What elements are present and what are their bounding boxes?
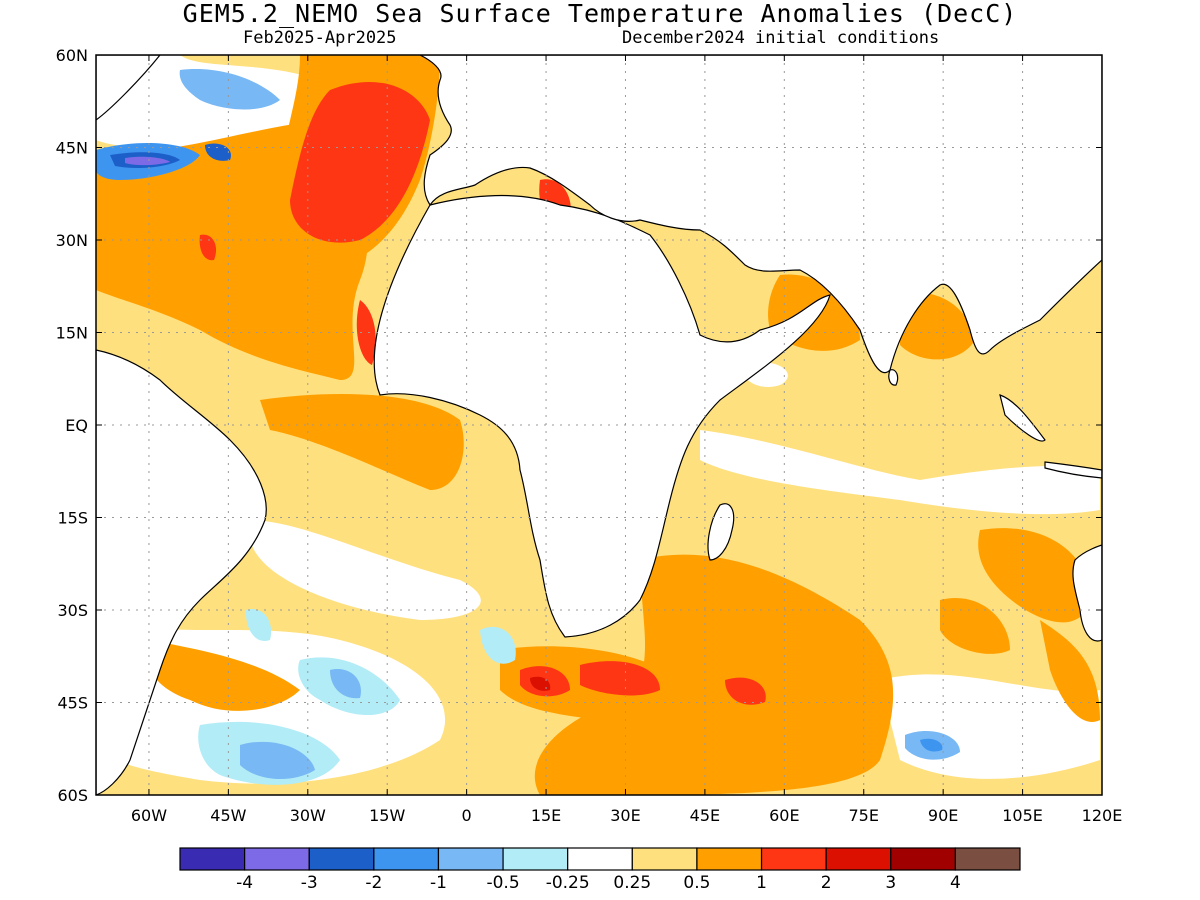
field-red-6 [580,661,660,696]
colorbar-swatch [760,847,827,871]
map-title: GEM5.2_NEMO Sea Surface Temperature Anom… [182,0,1018,28]
field-red-1 [290,81,430,243]
field-lightcyan-4 [245,609,272,641]
land-sumatra [999,394,1046,442]
lon-tick-label: 45E [690,806,720,825]
colorbar-swatch [308,847,375,871]
lon-tick-label: 45W [210,806,246,825]
initial-conditions: December2024 initial conditions [622,28,940,48]
lon-tick-label: 30E [610,806,640,825]
land-australia [1072,544,1102,642]
field-purple-1 [125,156,170,166]
field-red-4 [199,234,217,261]
field-orange-10 [147,640,300,711]
lat-tick-label: 30N [56,231,88,250]
field-orange-11 [940,598,1010,654]
lon-tick-label: 15W [369,806,405,825]
field-red-7 [725,677,766,705]
lon-tick-label: 75E [849,806,879,825]
colorbar-swatch [954,847,1021,871]
colorbar-label: -3 [301,873,318,893]
land-africa [373,194,831,638]
colorbar-label: 0.25 [613,873,651,893]
axis-ticks: 60W 45W 30W 15W 0 15E 30E 45E 60E 75E 90E 105E 120E 6… [56,46,1123,825]
lon-tick-label: 60W [131,806,167,825]
land-madagascar [707,503,735,561]
gridlines [96,55,1102,795]
colorbar-label: 2 [821,873,832,893]
field-red-3 [356,300,376,365]
field-blue-1 [920,738,943,752]
lon-tick-label: 90E [928,806,958,825]
land-south-america [96,349,267,795]
colorbar-label: -4 [236,873,253,893]
lon-tick-label: 105E [1002,806,1043,825]
lat-tick-label: 60N [56,46,88,65]
colorbar-label: -1 [430,873,447,893]
colorbar-swatch [179,847,246,871]
colorbar-label: 1 [756,873,767,893]
colorbar-label: 0.5 [683,873,710,893]
lat-tick-label: 60S [57,786,88,805]
colorbar-label: 4 [950,873,961,893]
land-north-america [96,55,161,121]
field-darkred-1 [530,676,551,691]
lon-tick-label: 15E [531,806,561,825]
lat-tick-label: 15N [56,324,88,343]
lon-tick-label: 60E [769,806,799,825]
field-lightcyan-3 [480,626,516,664]
lat-tick-label: 30S [57,601,88,620]
field-lightblue-4 [179,69,280,110]
colorbar-label: -0.5 [486,873,519,893]
field-orange-8 [978,528,1090,623]
colorbar-label: 3 [885,873,896,893]
lat-tick-label: EQ [65,416,88,435]
lat-tick-label: 45N [56,139,88,158]
field-white-3 [700,430,1100,515]
lat-tick-label: 45S [57,694,88,713]
colorbar-swatch [825,847,892,871]
colorbar-swatch [502,847,569,871]
field-orange-9 [1040,620,1100,722]
land [96,55,1102,795]
field-lightblue-2 [330,669,361,699]
colorbar-swatch [373,847,440,871]
colorbar-swatch [437,847,504,871]
colorbar: -4 -3 -2 -1 -0.5 -0.25 0.25 0.5 1 2 3 4 [179,847,1021,893]
land-java [1044,461,1102,479]
land-eurasia [419,55,1102,374]
colorbar-label: -2 [365,873,382,893]
lon-tick-label: 0 [462,806,472,825]
lat-tick-label: 15S [57,509,88,528]
lon-tick-label: 120E [1082,806,1123,825]
field-orange-6 [534,554,894,795]
colorbar-swatch [244,847,310,871]
colorbar-label: -0.25 [546,873,590,893]
forecast-period: Feb2025-Apr2025 [243,28,397,48]
land-sri-lanka [888,369,899,386]
colorbar-swatch [890,847,956,871]
colorbar-swatch [696,847,763,871]
colorbar-swatch [567,847,633,871]
field-lightblue-1 [240,741,315,780]
lon-tick-label: 30W [290,806,326,825]
field-orange-3 [260,394,464,490]
colorbar-swatch [631,847,698,871]
field-orange-5 [900,292,975,360]
